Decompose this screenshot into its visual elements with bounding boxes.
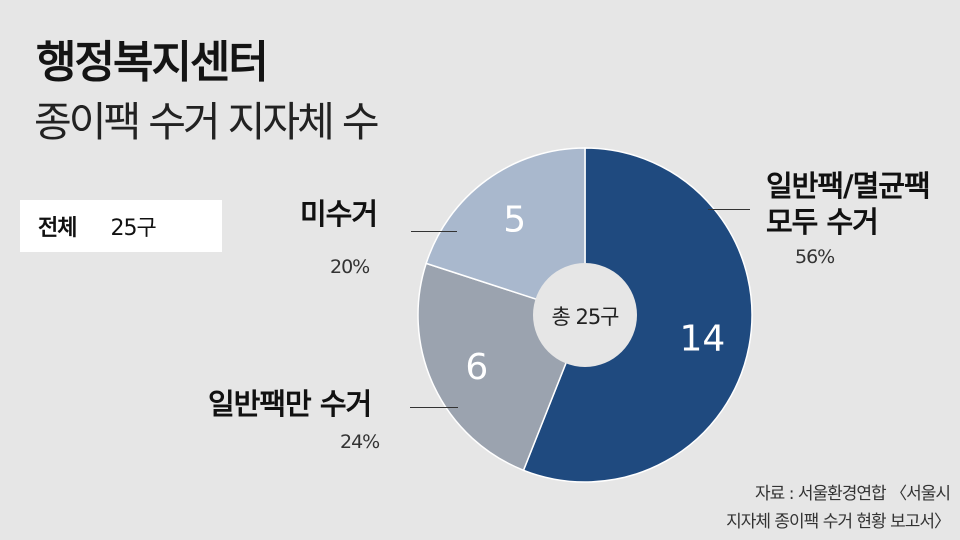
leader-line-not-collected — [411, 231, 457, 232]
chart-subtitle: 종이팩 수거 지자체 수 — [34, 98, 380, 146]
slice-general-only-value-label: 6 — [465, 347, 488, 388]
donut-hole — [533, 263, 637, 367]
label-both-line1: 일반팩/멸균팩 — [766, 169, 931, 203]
chart-title: 행정복지센터 — [36, 37, 269, 88]
source-note: 자료 : 서울환경연합 〈서울시 지자체 종이팩 수거 현황 보고서〉 — [726, 480, 951, 536]
label-general-only: 일반팩만 수거 — [208, 387, 372, 421]
total-label: 전체 — [38, 216, 77, 241]
label-both: 일반팩/멸균팩 모두 수거 — [766, 168, 931, 240]
slice-not-collected-value-label: 5 — [503, 199, 526, 240]
total-value: 25구 — [110, 216, 156, 241]
label-not-collected: 미수거 — [300, 197, 378, 231]
source-line-2: 지자체 종이팩 수거 현황 보고서〉 — [726, 512, 951, 532]
label-both-line2: 모두 수거 — [766, 205, 879, 239]
leader-line-general-only — [410, 407, 458, 408]
total-box: 전체 25구 — [20, 200, 222, 252]
leader-line-both — [708, 209, 750, 210]
source-line-1: 자료 : 서울환경연합 〈서울시 — [755, 484, 951, 504]
label-general-only-percent: 24% — [340, 431, 380, 453]
slice-both — [522, 147, 753, 483]
slice-not-collected — [425, 147, 586, 317]
label-not-collected-percent: 20% — [330, 256, 370, 278]
slice-both-value-label: 14 — [679, 318, 725, 359]
donut-center-label: 총 25구 — [551, 305, 619, 329]
label-both-percent: 56% — [795, 246, 835, 268]
